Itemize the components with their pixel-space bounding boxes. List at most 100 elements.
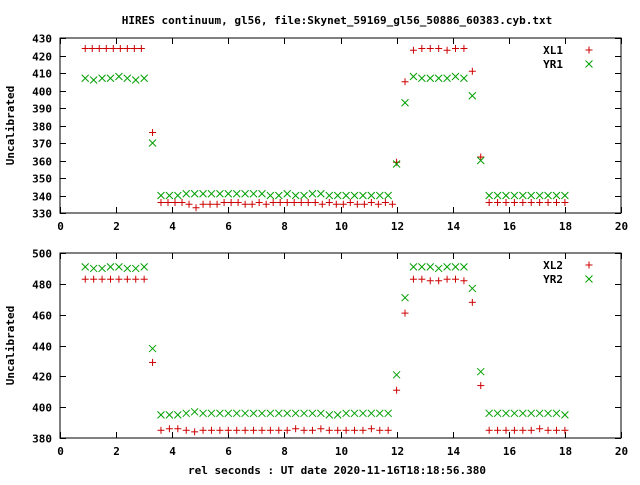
data-point [359,409,367,418]
data-point [266,426,274,434]
plot-frame [59,252,622,439]
data-point [317,425,325,433]
y-tick-label: 440 [32,341,52,354]
data-point [552,426,560,434]
y-tick-label: 390 [32,103,52,116]
data-point [317,189,325,198]
x-tick-label: 2 [113,220,120,233]
data-point [518,409,527,418]
data-point [409,72,418,81]
data-point [443,46,451,54]
data-point [452,45,460,52]
x-tick-label: 4 [169,445,176,458]
data-point [248,200,256,208]
data-point [536,425,544,433]
data-point [199,409,207,418]
data-point [216,409,224,418]
data-point [269,199,277,206]
data-point [561,411,569,419]
y-axis-label: Uncalibrated [4,86,17,165]
data-point [300,191,308,200]
data-point [123,74,132,83]
data-point [258,426,266,434]
data-point [392,160,401,168]
x-tick-label: 10 [335,220,348,233]
data-point [476,156,485,165]
data-point [165,411,174,419]
data-point [476,367,485,376]
x-tick-label: 4 [169,220,176,233]
data-point [123,264,132,273]
data-point [561,426,569,434]
data-point [98,275,106,283]
data-point [283,426,291,434]
data-point [561,199,569,206]
data-point [274,409,283,418]
data-point [308,409,317,418]
data-point [384,191,393,200]
data-point [98,264,106,273]
data-point [544,409,552,418]
data-point [381,199,389,206]
y-tick-label: 480 [32,279,52,292]
data-point [213,200,221,208]
data-point [149,358,157,366]
data-point [234,199,242,206]
x-tick-label: 0 [57,220,64,233]
data-point [376,426,384,434]
x-tick-label: 12 [391,220,404,233]
data-point [232,189,241,198]
data-point [367,199,375,206]
data-point [157,426,165,434]
x-tick-label: 20 [615,220,628,233]
data-point [88,45,96,52]
x-tick-label: 8 [281,220,288,233]
data-point [192,204,200,212]
data-point [157,191,165,200]
data-point [216,189,224,198]
data-point [308,189,317,198]
legend-label: YR1 [543,58,563,71]
data-point [116,45,124,52]
data-point [392,370,401,379]
data-point [334,426,342,434]
data-point [325,199,333,206]
data-point [401,293,409,302]
y-tick-label: 400 [32,402,52,415]
data-point [291,409,300,418]
data-point [157,199,165,206]
data-point [317,409,325,418]
data-point [283,409,292,418]
data-point [443,74,451,83]
y-tick-label: 330 [32,208,52,221]
data-point [109,45,117,52]
data-point [207,189,216,198]
data-point [220,199,228,206]
data-point [132,275,140,283]
data-point [81,45,89,52]
data-point [350,191,359,200]
data-point [318,200,326,208]
data-point [149,129,157,136]
data-point [561,191,569,200]
data-point [417,74,426,83]
data-point [494,199,502,206]
x-tick-label: 14 [447,445,461,458]
data-point [262,200,270,208]
chart-title: HIRES continuum, gl56, file:Skynet_59169… [122,14,552,27]
data-point [342,409,350,418]
data-point [311,199,319,206]
data-point [304,199,312,206]
data-point [258,409,266,418]
data-point [510,426,518,434]
data-point [106,263,115,271]
data-point [199,189,207,198]
data-point [502,191,510,200]
x-tick-label: 2 [113,445,120,458]
data-point [375,191,384,200]
y-tick-label: 380 [32,121,52,134]
data-point [131,76,140,84]
data-point [90,275,98,283]
x-tick-label: 8 [281,445,288,458]
data-point [426,277,434,285]
